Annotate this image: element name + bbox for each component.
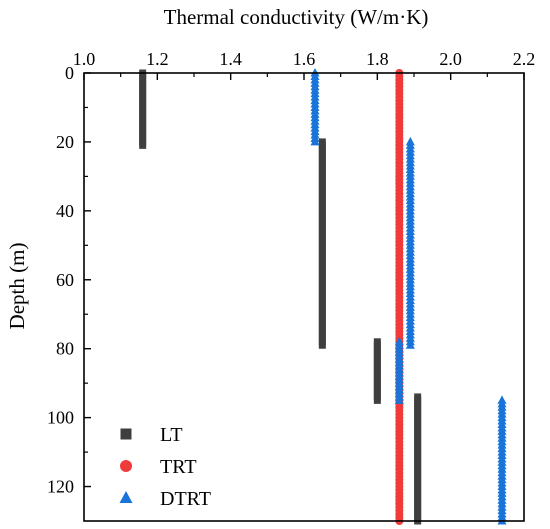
y-tick-label: 60 [56,270,74,290]
series-dtrt [310,68,507,525]
data-point [310,136,320,146]
y-tick-label: 100 [47,408,74,428]
y-axis-title: Depth (m) [5,243,29,330]
y-tick-label: 120 [47,477,74,497]
legend-label: DTRT [160,488,211,510]
data-point [405,340,415,349]
y-tick-label: 0 [65,63,74,83]
x-tick-label: 2.0 [439,49,462,69]
data-point [318,341,326,349]
y-tick-label: 80 [56,339,74,359]
x-tick-label: 1.2 [146,49,169,69]
legend-label: TRT [160,456,197,478]
y-tick-label: 20 [56,132,74,152]
x-tick-label: 1.8 [366,49,389,69]
legend-marker [120,428,132,440]
data-point [394,395,404,404]
y-tick-label: 40 [56,201,74,221]
series-trt [395,69,404,525]
data-point [373,396,381,404]
x-tick-label: 1.6 [293,49,316,69]
x-tick-label: 1.4 [219,49,242,69]
series-lt [139,69,422,525]
legend-item-lt: LT [120,424,183,446]
axis-ticks: 1.0 1.2 1.4 1.6 1.8 2.0 2.2 0 20 40 60 80 100 120 [47,49,535,497]
legend-item-trt: TRT [120,456,197,478]
legend-item-dtrt: DTRT [119,488,211,510]
data-marks [139,68,507,525]
x-axis-title: Thermal conductivity (W/m·K) [164,5,429,29]
data-point [139,141,147,149]
legend-marker [119,491,133,503]
plot-frame [83,72,525,522]
x-tick-label: 1.0 [73,49,96,69]
legend-label: LT [160,424,183,446]
legend-marker [120,460,132,472]
legend: LT TRT DTRT [119,424,211,510]
x-tick-label: 2.2 [513,49,536,69]
